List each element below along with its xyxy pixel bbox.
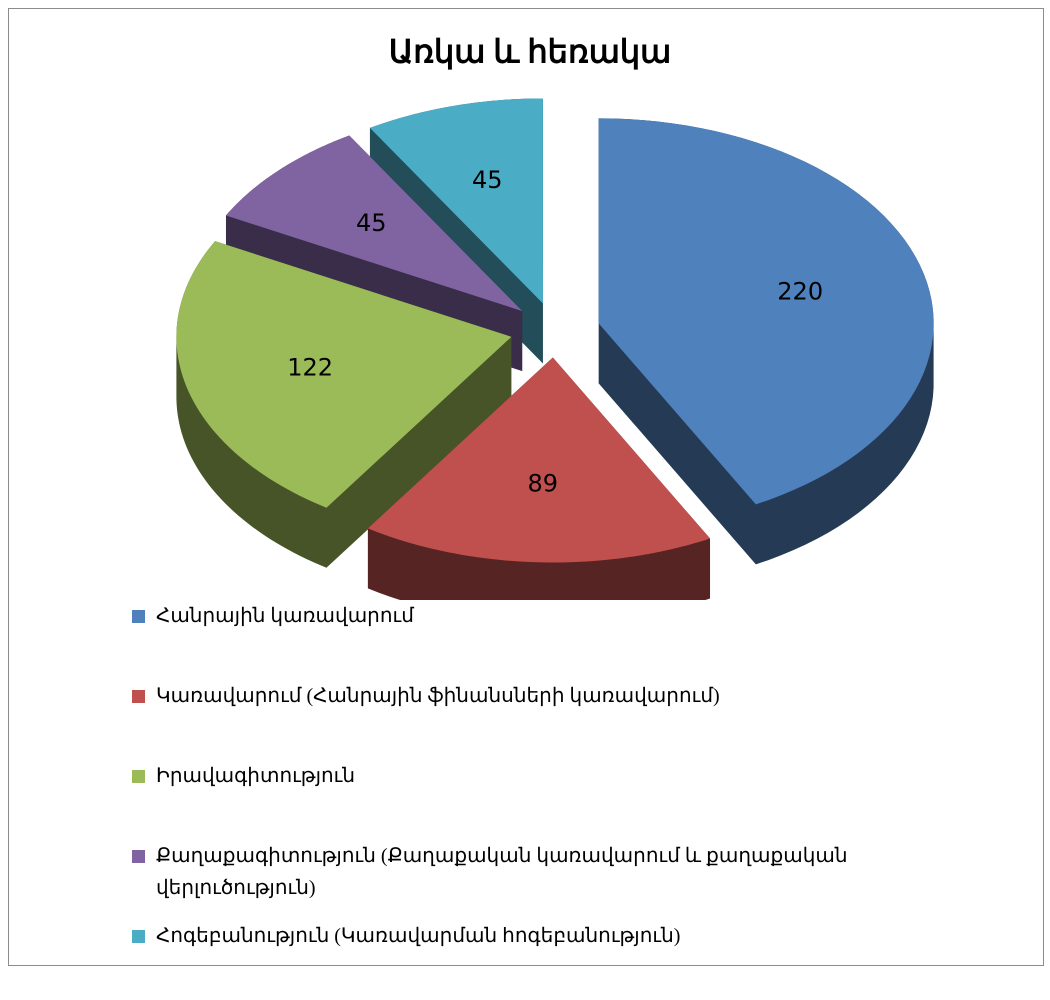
legend-label: Կառավարում (Հանրային ֆինանսների կառավարո… [156,685,720,707]
legend-label: Հոգեբանություն (Կառավարման հոգեբանությու… [156,925,681,947]
data-label: 122 [287,353,333,381]
legend-swatch [132,930,145,943]
data-label: 89 [528,469,559,497]
legend-item: Կառավարում (Հանրային ֆինանսների կառավարո… [132,680,872,760]
slice-top [176,241,512,508]
chart-title: Առկա և հեռակա [389,33,672,70]
legend-swatch [132,850,145,863]
slice-top [369,98,543,304]
slice-top [598,118,934,505]
legend-swatch [132,770,145,783]
legend-item: Հանրային կառավարում [132,600,872,680]
chart-frame [8,8,1044,966]
legend: Հանրային կառավարում Կառավարում (Հանրային … [132,600,872,1000]
data-label: 45 [356,209,387,237]
legend-label: Հանրային կառավարում [156,605,414,627]
legend-label: Իրավագիտություն [156,765,356,787]
chart: Առկա և հեռակա 220 89 122 45 45 [176,33,934,600]
legend-item: Հոգեբանություն (Կառավարման հոգեբանությու… [132,920,872,1000]
legend-swatch [132,690,145,703]
slice-top [225,135,523,312]
legend-label: Քաղաքագիտություն (Քաղաքական կառավարում և… [156,845,848,899]
legend-swatch [132,610,145,623]
slice-top [367,357,711,563]
data-label: 220 [777,278,823,306]
data-label: 45 [472,166,503,194]
legend-item: Քաղաքագիտություն (Քաղաքական կառավարում և… [132,840,872,920]
legend-item: Իրավագիտություն [132,760,872,840]
